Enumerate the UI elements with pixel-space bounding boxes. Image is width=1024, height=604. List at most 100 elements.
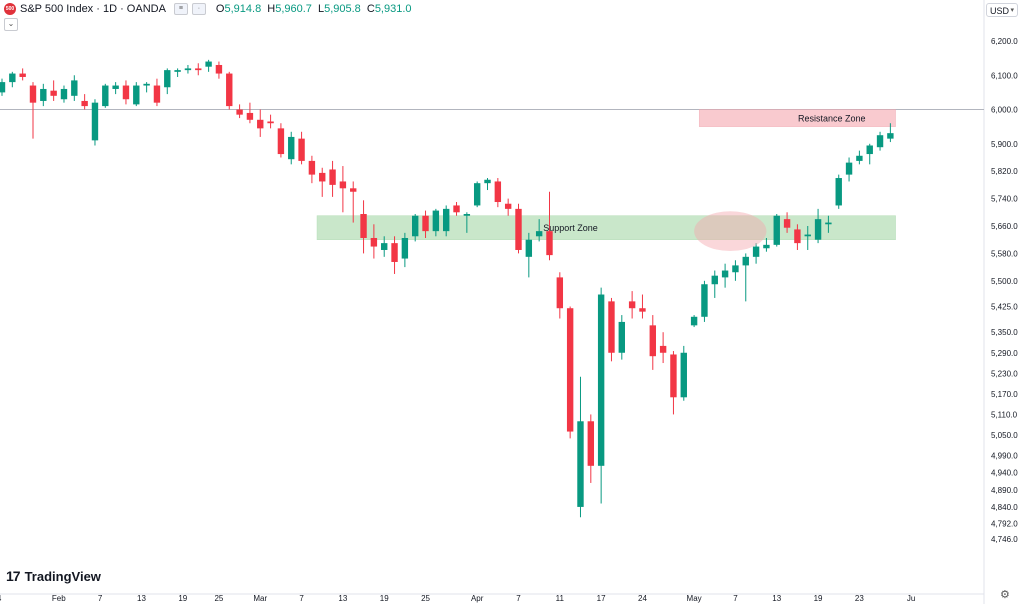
candle (432, 208, 440, 237)
candle (618, 315, 625, 360)
candle (804, 226, 811, 250)
ohlc-low-value: 5,905.8 (324, 3, 361, 15)
candle-body (494, 181, 502, 203)
candle-body (535, 231, 543, 237)
currency-chevron-icon: ▾ (1010, 7, 1014, 14)
candle (401, 232, 409, 268)
y-tick-label: 5,740.0 (991, 195, 1018, 204)
highlight-circle (694, 211, 767, 252)
candle (122, 80, 130, 105)
candle (40, 83, 47, 107)
candle (453, 202, 460, 216)
candle (566, 306, 574, 439)
x-tick-label: 24 (0, 594, 2, 603)
candle (50, 80, 57, 101)
candle (680, 345, 687, 401)
candle (835, 174, 842, 209)
candle (267, 114, 274, 129)
candle-body (825, 222, 832, 225)
candle-body (484, 179, 491, 184)
candle-body (659, 345, 667, 353)
gear-icon[interactable]: ⚙ (1000, 589, 1010, 601)
candle-body (0, 82, 6, 93)
candle-body (442, 208, 450, 232)
candle-body (360, 214, 367, 238)
candle (442, 205, 450, 237)
candle (659, 332, 667, 364)
candle-body (257, 119, 264, 129)
chevron-down-icon[interactable]: ⌄ (4, 18, 18, 31)
candle (205, 59, 212, 72)
candle (257, 109, 264, 137)
candle (215, 61, 223, 79)
candle-body (381, 243, 388, 250)
candle (226, 71, 233, 110)
candle (329, 160, 336, 197)
ohlc-high-value: 5,960.7 (275, 3, 312, 15)
candle-body (597, 294, 605, 466)
y-tick-label: 6,000.0 (991, 106, 1018, 115)
support-zone (316, 215, 896, 241)
candle-body (298, 138, 305, 161)
candle (783, 212, 791, 233)
candle-body (226, 73, 233, 107)
x-tick-label: 17 (597, 594, 606, 603)
candle-body (701, 284, 708, 317)
tradingview-logo[interactable]: 17 TradingView (6, 568, 101, 584)
candle (174, 68, 181, 77)
legend: 500 S&P 500 Index · 1D · OANDA ≡ · O5,91… (4, 3, 415, 15)
candle-body (401, 237, 409, 259)
candle-body (794, 229, 801, 244)
y-tick-label: 5,900.0 (991, 140, 1018, 149)
candle-body (845, 162, 853, 175)
candle (825, 215, 832, 233)
legend-settings-icon[interactable]: · (191, 3, 206, 15)
candle-body (350, 188, 357, 192)
candle (742, 253, 749, 302)
candle (236, 104, 243, 119)
y-tick-label: 5,230.0 (991, 369, 1018, 378)
candle (350, 181, 357, 223)
candle-body (71, 80, 78, 96)
candle (732, 260, 739, 281)
candle-body (639, 308, 646, 312)
candle (515, 203, 522, 254)
candle-body (267, 121, 274, 124)
candle (628, 291, 636, 319)
candle-body (91, 102, 99, 141)
candle (381, 236, 388, 257)
x-tick-label: 23 (855, 594, 864, 603)
candle (319, 167, 326, 197)
y-tick-label: 4,840.0 (991, 503, 1018, 512)
candle (370, 224, 378, 259)
candle-body (412, 215, 419, 237)
y-tick-label: 5,580.0 (991, 249, 1018, 258)
x-tick-label: May (687, 594, 702, 603)
candle-body (319, 172, 326, 182)
candle-body (556, 277, 564, 309)
candle-body (515, 208, 522, 250)
symbol-title[interactable]: S&P 500 Index · 1D · OANDA (20, 3, 166, 15)
candle-body (339, 181, 347, 189)
candle (587, 414, 595, 483)
candle (876, 131, 884, 151)
candle (721, 263, 729, 288)
candle (597, 287, 605, 504)
candle-body (618, 321, 625, 353)
y-tick-label: 5,170.0 (991, 390, 1018, 399)
legend-toggle-icon[interactable]: ≡ (173, 3, 188, 15)
candle (484, 178, 491, 191)
candle (670, 351, 677, 415)
y-tick-label: 5,110.0 (991, 410, 1018, 419)
y-tick-label: 5,290.0 (991, 349, 1018, 358)
candle (153, 78, 161, 107)
candle-body (804, 234, 811, 237)
y-tick-label: 5,820.0 (991, 167, 1018, 176)
ohlc-open-value: 5,914.8 (224, 3, 262, 15)
candle (60, 85, 68, 103)
currency-selector[interactable]: USD ▾ (986, 3, 1018, 17)
candle (81, 94, 88, 110)
candle-body (783, 219, 791, 228)
candle (360, 200, 367, 254)
